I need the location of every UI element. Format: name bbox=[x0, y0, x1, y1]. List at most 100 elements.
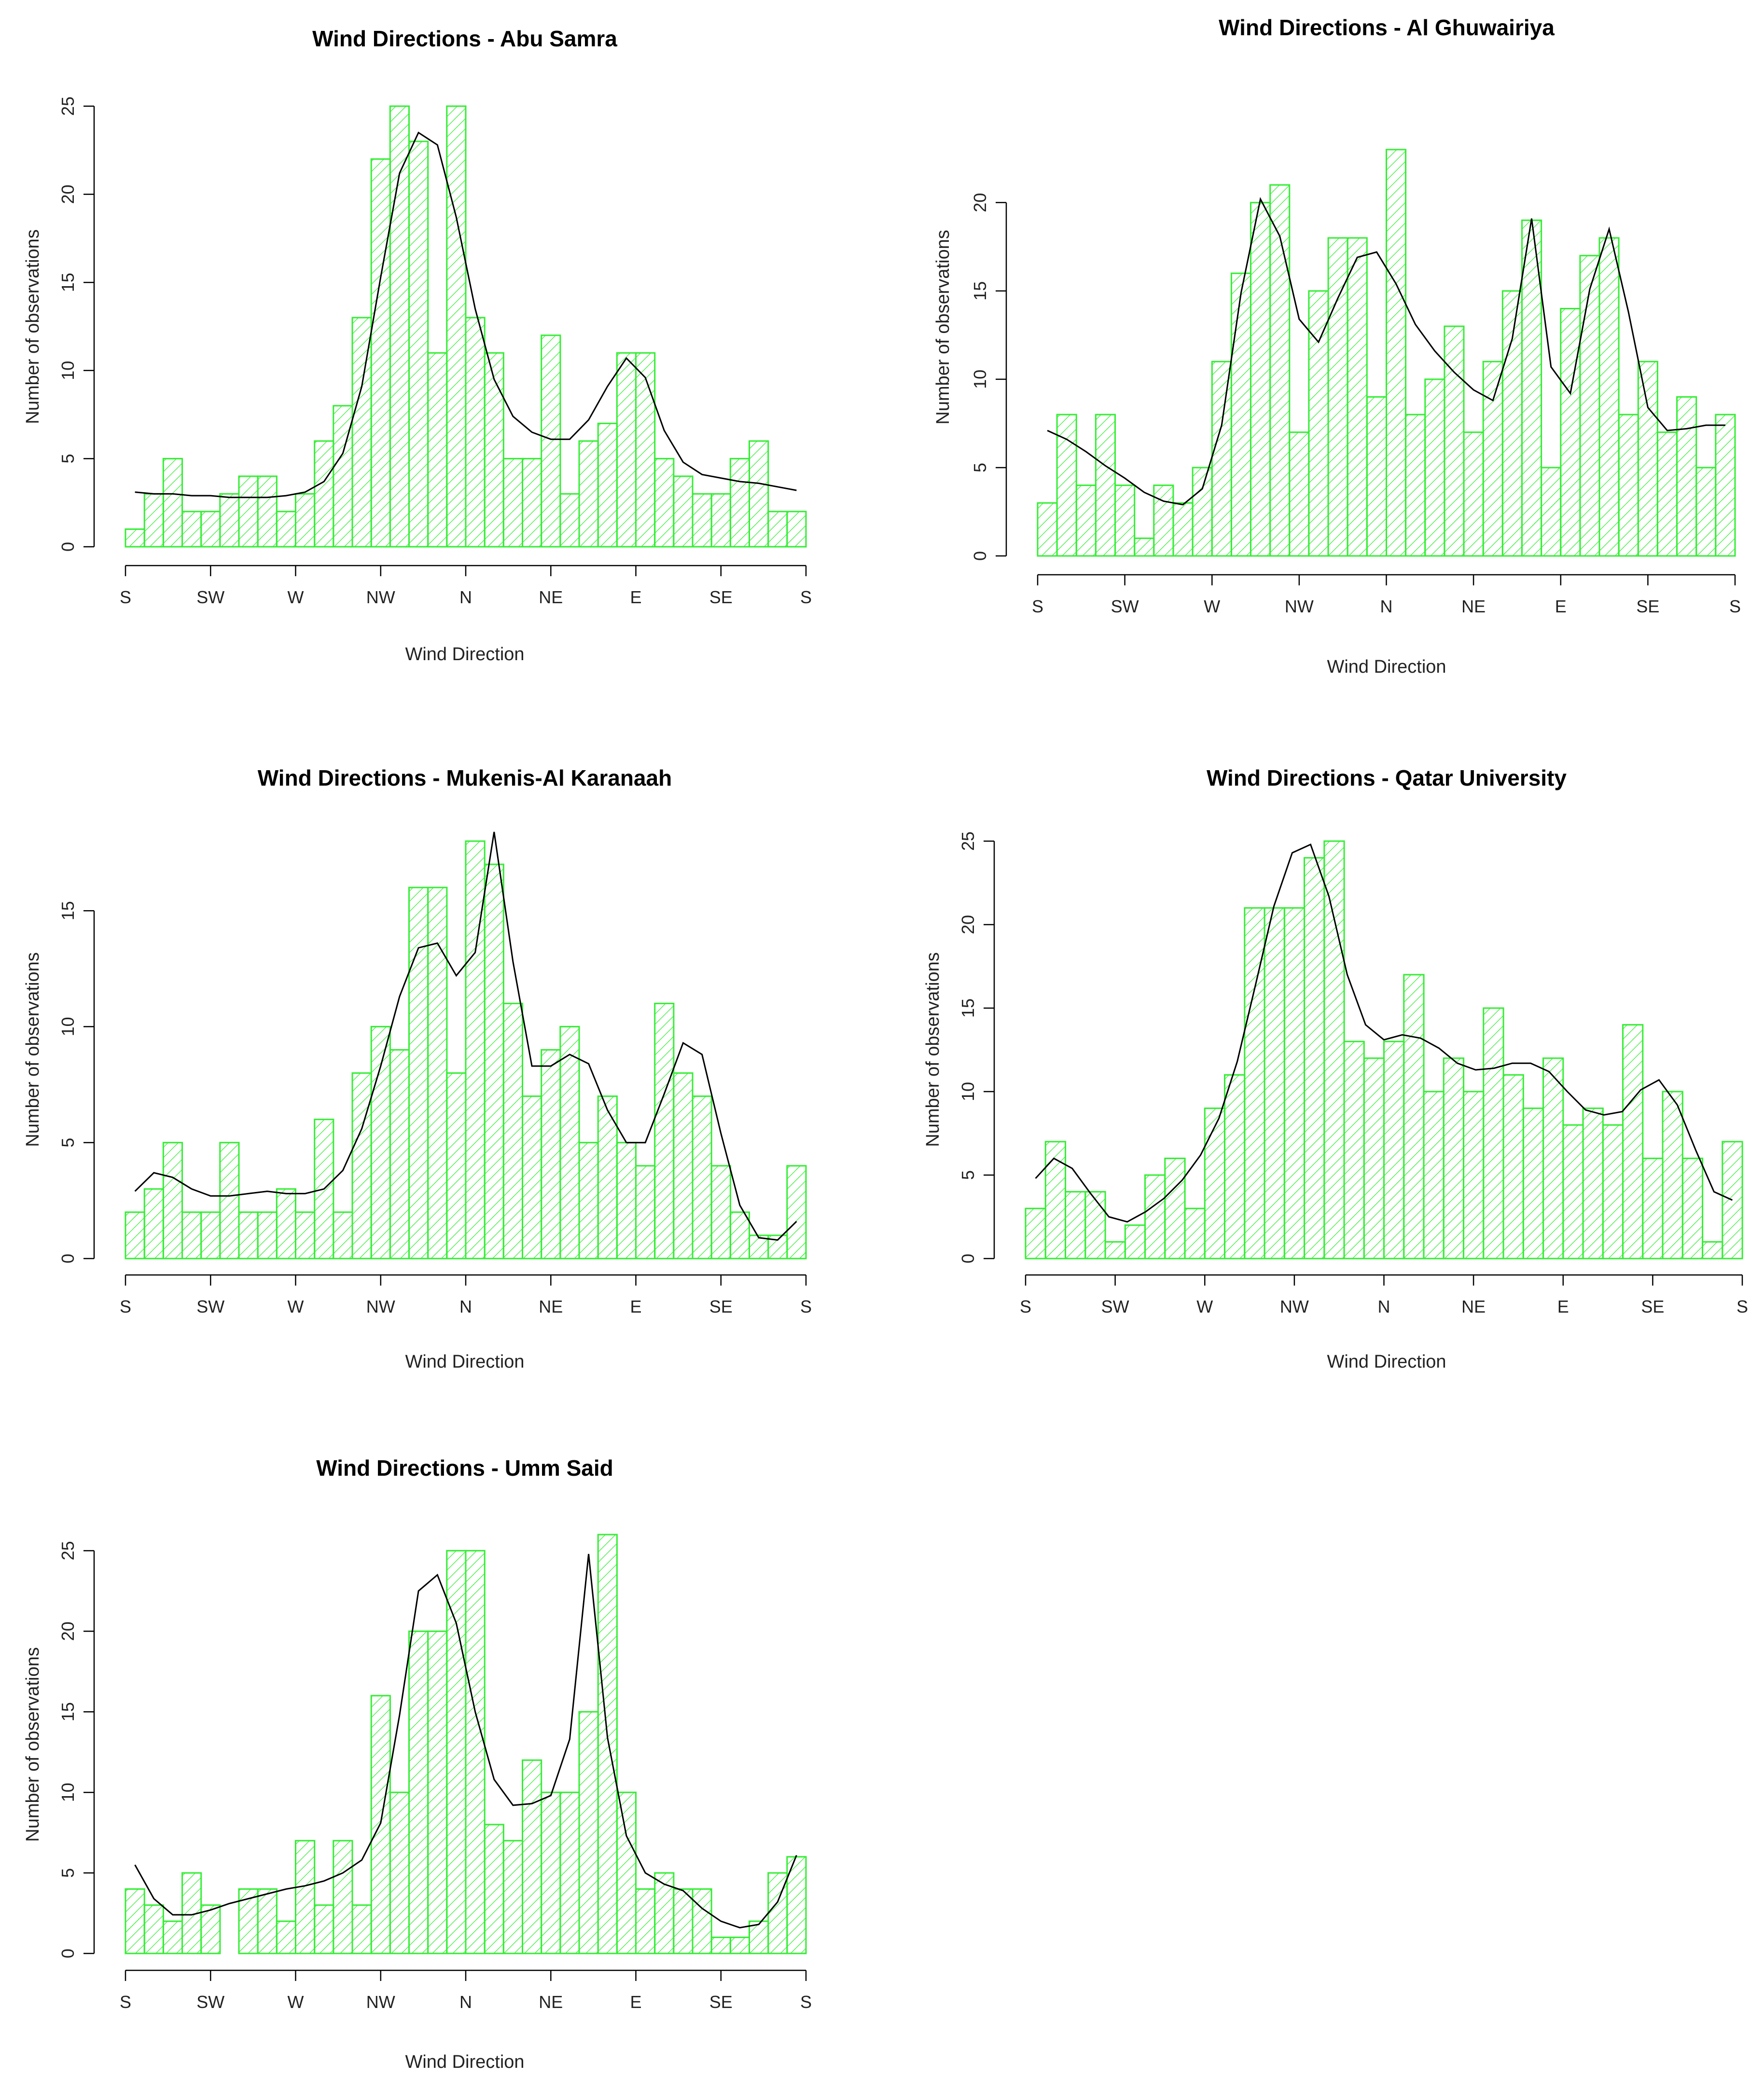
x-tick-label: NE bbox=[1461, 1297, 1486, 1316]
y-tick-label: 5 bbox=[970, 463, 990, 472]
bar bbox=[692, 1095, 712, 1260]
bar bbox=[1192, 467, 1213, 557]
bar bbox=[692, 493, 712, 548]
bar bbox=[351, 1072, 372, 1260]
y-axis: 0 5 10 15 20 bbox=[970, 193, 1007, 561]
y-tick-label: 15 bbox=[958, 998, 978, 1018]
bar bbox=[1184, 1207, 1206, 1260]
bar bbox=[484, 352, 504, 548]
bar bbox=[427, 886, 448, 1260]
bar bbox=[767, 511, 788, 548]
bar bbox=[1502, 1074, 1524, 1260]
bar bbox=[276, 1920, 296, 1954]
bar bbox=[408, 886, 429, 1260]
bar bbox=[710, 493, 731, 548]
bar bbox=[295, 1840, 316, 1954]
bar bbox=[1443, 1057, 1465, 1260]
density-line bbox=[134, 1553, 797, 1929]
bar bbox=[1114, 485, 1136, 557]
bar bbox=[616, 1142, 637, 1260]
x-tick-label: SE bbox=[709, 1297, 733, 1316]
bar bbox=[1681, 1157, 1704, 1260]
x-tick-label: N bbox=[459, 1992, 472, 2012]
x-tick-label: E bbox=[1557, 1297, 1569, 1316]
bar bbox=[446, 1550, 467, 1954]
bar bbox=[1444, 325, 1465, 557]
bar bbox=[578, 1142, 599, 1260]
bar bbox=[465, 1550, 486, 1954]
x-tick-label: S bbox=[800, 1297, 812, 1316]
bar bbox=[522, 1759, 542, 1954]
x-tick-label: S bbox=[120, 1992, 131, 2012]
bar bbox=[1124, 1224, 1146, 1260]
x-tick-label: S bbox=[1032, 596, 1043, 616]
bar bbox=[351, 1904, 372, 1954]
panel-title: Wind Directions - Abu Samra bbox=[312, 26, 617, 51]
bar bbox=[1424, 378, 1445, 557]
density-line bbox=[134, 831, 797, 1241]
bar bbox=[1722, 1141, 1743, 1260]
bar bbox=[616, 352, 637, 548]
bar bbox=[635, 1888, 656, 1954]
bar bbox=[1250, 202, 1271, 557]
bar bbox=[465, 840, 486, 1260]
panel-umm-said: Wind Directions - Umm Said Number of obs… bbox=[23, 1455, 812, 2072]
y-tick-label: 0 bbox=[58, 542, 78, 552]
bar bbox=[1025, 1207, 1046, 1260]
bar bbox=[522, 457, 542, 548]
bar bbox=[673, 1072, 694, 1260]
bar bbox=[125, 1888, 145, 1954]
y-tick-label: 25 bbox=[958, 831, 978, 851]
y-tick-label: 0 bbox=[970, 551, 990, 561]
bar bbox=[1656, 431, 1678, 557]
bar bbox=[597, 1534, 618, 1954]
x-tick-label: W bbox=[288, 587, 304, 607]
x-axis: S SW W NW N NE E SE S bbox=[120, 1969, 812, 2012]
bar bbox=[786, 1165, 807, 1260]
bar bbox=[1065, 1191, 1086, 1260]
bar bbox=[1405, 414, 1426, 557]
bar bbox=[1423, 1091, 1445, 1260]
bar bbox=[257, 1211, 278, 1260]
bar bbox=[370, 158, 391, 548]
x-axis-label: Wind Direction bbox=[405, 2052, 524, 2072]
bar bbox=[125, 1211, 145, 1260]
bar bbox=[427, 352, 448, 548]
bar bbox=[541, 334, 561, 548]
bar bbox=[692, 1888, 712, 1954]
bar bbox=[1403, 974, 1425, 1260]
bar bbox=[1622, 1024, 1644, 1260]
bar bbox=[1386, 149, 1407, 557]
y-tick-label: 5 bbox=[958, 1170, 978, 1180]
bar bbox=[1104, 1241, 1126, 1260]
bar bbox=[541, 1049, 561, 1260]
y-tick-label: 0 bbox=[58, 1254, 78, 1263]
x-axis: S SW W NW N NE E SE S bbox=[1020, 1274, 1748, 1316]
y-tick-label: 15 bbox=[58, 273, 78, 292]
y-tick-label: 5 bbox=[58, 1138, 78, 1148]
x-tick-label: S bbox=[800, 1992, 812, 2012]
bar bbox=[1172, 502, 1194, 557]
bar bbox=[125, 528, 145, 548]
bar bbox=[1164, 1157, 1186, 1260]
y-tick-label: 20 bbox=[58, 1621, 78, 1641]
y-tick-label: 0 bbox=[58, 1949, 78, 1958]
panel-title: Wind Directions - Umm Said bbox=[316, 1455, 613, 1481]
bar bbox=[200, 511, 221, 548]
y-tick-label: 15 bbox=[58, 1702, 78, 1721]
x-tick-label: NW bbox=[1285, 596, 1314, 616]
bar bbox=[1483, 1007, 1504, 1260]
bar bbox=[1715, 414, 1736, 557]
bar bbox=[1522, 1108, 1544, 1260]
bar bbox=[1044, 1141, 1067, 1260]
y-axis-label: Number of observations bbox=[23, 1647, 43, 1842]
density-line bbox=[135, 131, 797, 498]
x-tick-label: SW bbox=[196, 1992, 224, 2012]
y-axis: 0 5 10 15 20 25 bbox=[58, 97, 95, 552]
x-tick-label: SW bbox=[1111, 596, 1139, 616]
bar bbox=[295, 1211, 316, 1260]
bar bbox=[1366, 396, 1387, 557]
x-axis-label: Wind Direction bbox=[1327, 1352, 1446, 1372]
x-tick-label: S bbox=[800, 587, 812, 607]
bar bbox=[1642, 1157, 1664, 1260]
